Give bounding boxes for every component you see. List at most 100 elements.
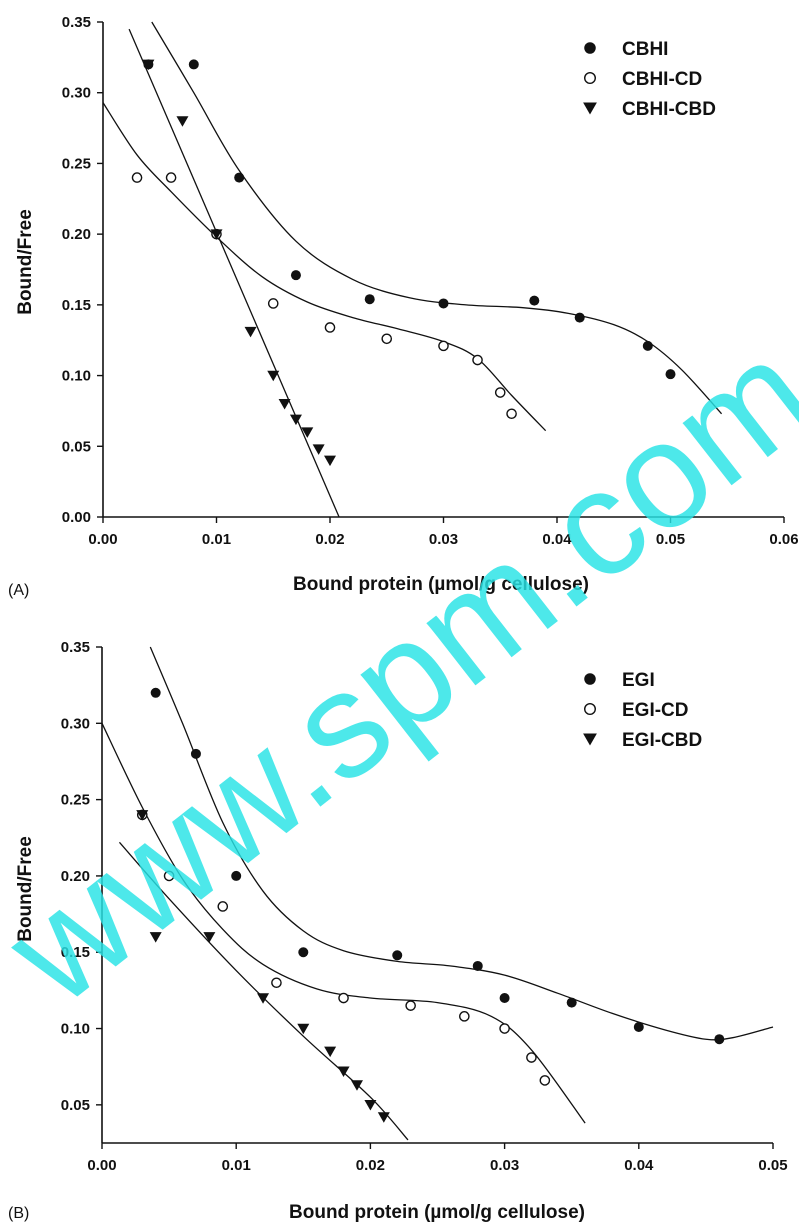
y-tick-label: 0.35 (62, 14, 91, 31)
legend-label-cbhi: CBHI (622, 39, 668, 60)
x-tick-label: 0.00 (87, 1157, 116, 1174)
data-point-cbhi-cbd (278, 399, 291, 410)
data-point-cbhi-cbd (289, 414, 302, 426)
legend-marker-cbhi-cd (584, 72, 596, 84)
data-point-egi-cbd (136, 810, 149, 821)
data-point-egi-cd (539, 1075, 551, 1086)
data-point-egi (298, 947, 309, 958)
y-axis-title: Bound/Free (15, 836, 36, 942)
x-axis-title: Bound protein (µmol/g cellulose) (293, 574, 589, 595)
data-point-cbhi-cd (165, 172, 177, 183)
y-tick-label: 0.25 (61, 792, 90, 809)
data-point-egi-cd (217, 901, 229, 912)
legend-marker-egi (584, 673, 596, 685)
x-tick-label: 0.01 (222, 1157, 251, 1174)
x-tick-label: 0.02 (356, 1157, 385, 1174)
legend-label-cbhi-cbd: CBHI-CBD (622, 99, 716, 120)
fit-line-egi-cbd (118, 841, 409, 1141)
data-point-egi (150, 687, 161, 698)
data-point-egi-cbd (149, 932, 162, 943)
data-point-egi (566, 997, 577, 1008)
data-point-egi (714, 1034, 725, 1045)
y-tick-label: 0.10 (61, 1021, 90, 1038)
x-tick-label: 0.04 (624, 1157, 654, 1174)
panel-a: 0.00 0.01 0.02 0.03 0.04 0.05 0.06 0.00 0.05 0.10… (8, 14, 799, 599)
x-tick-label: 0.05 (656, 531, 685, 548)
data-point-cbhi-cd (438, 340, 449, 352)
y-tick-label: 0.35 (61, 639, 90, 656)
data-point-cbhi-cbd (210, 229, 223, 240)
data-point-cbhi-cbd (142, 59, 155, 71)
data-point-cbhi-cbd (312, 444, 325, 455)
data-point-cbhi-cbd (324, 455, 336, 467)
legend-label-egi-cd: EGI-CD (622, 700, 689, 721)
legend: CBHI CBHI-CD CBHI-CBD (583, 39, 716, 120)
fit-line-egi (149, 646, 774, 1041)
legend-marker-egi-cd (584, 703, 596, 715)
x-tick-label: 0.03 (490, 1157, 519, 1174)
legend-label-cbhi-cd: CBHI-CD (622, 69, 702, 90)
data-point-cbhi (665, 369, 676, 380)
data-point-egi-cbd (364, 1100, 377, 1111)
y-tick-label: 0.15 (62, 297, 91, 314)
data-point-cbhi-cbd (244, 326, 257, 338)
data-point-cbhi-cbd (301, 427, 314, 438)
y-axis-title: Bound/Free (15, 209, 36, 315)
data-point-cbhi-cd (267, 298, 279, 309)
data-point-egi-cbd (257, 993, 270, 1004)
axes: 0.00 0.01 0.02 0.03 0.04 0.05 0.06 0.00 0.05 0.10… (62, 14, 799, 548)
data-point-egi-cd (271, 977, 282, 989)
x-tick-label: 0.06 (769, 531, 798, 548)
y-tick-label: 0.20 (61, 868, 90, 885)
data-point-egi-cbd (203, 932, 216, 943)
data-point-cbhi-cd (324, 322, 336, 333)
data-point-cbhi-cbd (176, 116, 189, 127)
x-tick-label: 0.03 (429, 531, 458, 548)
data-point-cbhi-cd (494, 387, 506, 398)
data-point-egi-cbd (324, 1046, 337, 1058)
y-tick-label: 0.15 (61, 944, 90, 961)
y-tick-label: 0.25 (62, 155, 91, 172)
data-point-cbhi (290, 270, 301, 281)
data-point-egi-cbd (377, 1112, 390, 1123)
data-point-egi-cd (499, 1023, 510, 1034)
x-tick-label: 0.01 (202, 531, 231, 548)
x-tick-label: 0.02 (315, 531, 344, 548)
data-point-cbhi (234, 172, 245, 183)
data-point-cbhi (364, 294, 375, 305)
x-axis-title: Bound protein (µmol/g cellulose) (289, 1202, 585, 1223)
data-point-cbhi (529, 295, 540, 306)
data-point-cbhi (438, 298, 449, 309)
y-tick-label: 0.05 (62, 438, 91, 455)
data-point-egi-cd (405, 1000, 416, 1011)
data-point-egi-cd (526, 1052, 537, 1063)
axes: 0.00 0.01 0.02 0.03 0.04 0.05 0.05 0.10 0.15 0.20… (61, 639, 788, 1174)
y-tick-label: 0.30 (62, 85, 91, 102)
data-point-cbhi-cd (472, 354, 483, 366)
data-point-cbhi-cbd (267, 370, 280, 382)
data-point-egi (633, 1022, 644, 1033)
data-point-egi (392, 950, 403, 961)
y-tick-label: 0.30 (61, 715, 90, 732)
data-point-cbhi (642, 340, 653, 351)
data-point-egi (190, 748, 201, 759)
data-point-cbhi (188, 59, 199, 70)
legend-marker-egi-cbd (583, 733, 597, 746)
data-point-egi (472, 960, 483, 971)
data-point-cbhi-cd (506, 408, 517, 420)
data-point-egi-cd (163, 870, 175, 882)
legend-label-egi: EGI (622, 670, 655, 691)
panel-label: (B) (8, 1205, 29, 1222)
data-point-egi-cbd (297, 1023, 310, 1035)
y-tick-label: 0.05 (61, 1097, 90, 1114)
y-tick-label: 0.20 (62, 226, 91, 243)
x-tick-label: 0.05 (758, 1157, 787, 1174)
fit-line-cbhi-cbd (128, 28, 340, 518)
data-point-egi-cd (338, 992, 349, 1004)
panel-b: 0.00 0.01 0.02 0.03 0.04 0.05 0.05 0.10 0.15 0.20… (8, 639, 788, 1223)
data-point-egi-cbd (337, 1066, 350, 1077)
data-point-egi (499, 993, 510, 1004)
legend-marker-cbhi (584, 42, 596, 54)
